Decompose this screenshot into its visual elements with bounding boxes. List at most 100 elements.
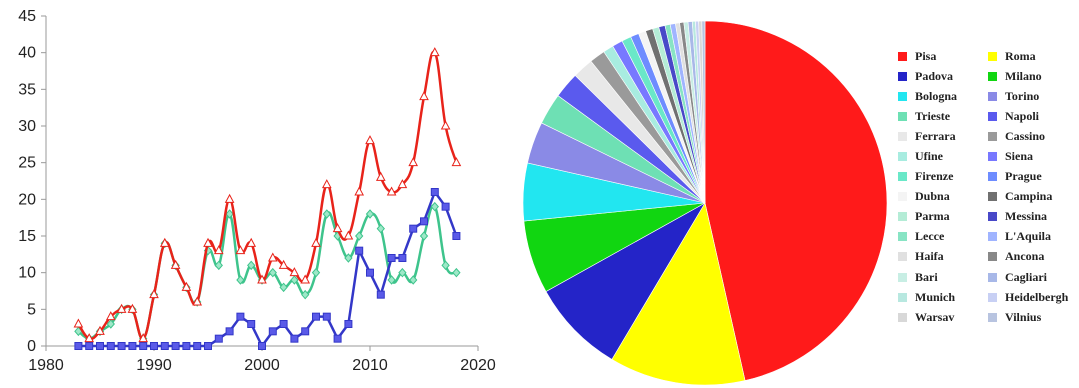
- data-point-square: [279, 320, 288, 328]
- legend-item: Cagliari: [988, 270, 1078, 285]
- legend-label: Prague: [1005, 169, 1042, 184]
- data-point-triangle: [451, 157, 462, 167]
- legend-item: Trieste: [898, 109, 988, 124]
- data-point-square: [128, 342, 137, 350]
- legend-label: Trieste: [915, 108, 951, 123]
- y-tick-label: 35: [18, 81, 36, 98]
- data-point-triangle: [203, 237, 213, 247]
- y-tick-label: 20: [18, 191, 36, 208]
- legend-label: Bari: [915, 269, 938, 284]
- legend-row: Bologna Torino: [898, 86, 1078, 106]
- pie-slice: [545, 202, 706, 360]
- legend-row: Ufine Siena: [898, 146, 1078, 166]
- data-point-diamond: [430, 201, 439, 212]
- data-point-square: [398, 254, 407, 262]
- data-point-triangle: [354, 186, 365, 196]
- data-point-diamond: [268, 267, 277, 278]
- pie-chart: [522, 20, 888, 386]
- data-point-triangle: [138, 333, 149, 343]
- pie-slice: [704, 20, 888, 381]
- y-tick-label: 30: [18, 118, 36, 135]
- legend-item: Heidelbergh: [988, 290, 1078, 305]
- data-point-triangle: [73, 318, 84, 328]
- x-tick-label: 1990: [136, 357, 172, 374]
- pie-slice: [701, 20, 706, 204]
- legend-row: Parma Messina: [898, 207, 1078, 227]
- legend-item: Vilnius: [988, 310, 1078, 325]
- legend-swatch: [898, 292, 907, 302]
- legend-swatch: [988, 312, 997, 322]
- data-point-diamond: [311, 267, 321, 278]
- legend-item: Bologna: [898, 89, 988, 104]
- data-point-triangle: [181, 281, 192, 291]
- data-point-diamond: [290, 275, 299, 285]
- data-point-diamond: [441, 260, 450, 271]
- legend-item: Cassino: [988, 129, 1078, 144]
- data-point-square: [430, 188, 439, 196]
- legend-label: Campina: [1005, 189, 1053, 204]
- data-point-triangle: [408, 157, 419, 167]
- data-point-square: [193, 342, 202, 350]
- legend-label: Messina: [1005, 209, 1047, 224]
- data-point-square: [150, 342, 158, 350]
- data-point-triangle: [127, 303, 138, 313]
- data-point-triangle: [419, 91, 429, 101]
- legend-item: Roma: [988, 49, 1078, 64]
- legend-label: Padova: [915, 68, 954, 83]
- data-point-triangle: [321, 179, 332, 189]
- y-tick-label: 25: [18, 155, 36, 172]
- line-chart: 0 5 10 15 20 25 30 35 40 45 1980 1990 2000 2010 2020: [18, 8, 496, 374]
- data-point-square: [441, 202, 450, 211]
- legend-label: Cagliari: [1005, 269, 1047, 284]
- legend-swatch: [988, 152, 997, 162]
- legend-label: Bologna: [915, 88, 958, 103]
- legend-label: Ferrara: [915, 128, 956, 143]
- pie-legend: Pisa Roma Padova Milano Bologna Torino Trieste…: [898, 46, 1078, 327]
- legend-swatch: [988, 252, 997, 262]
- data-point-triangle: [375, 171, 386, 181]
- data-point-square: [117, 342, 126, 350]
- data-point-square: [344, 320, 353, 328]
- y-tick-label: 10: [18, 265, 36, 282]
- data-point-triangle: [105, 311, 116, 321]
- legend-swatch: [898, 232, 907, 242]
- legend-item: Pisa: [898, 49, 988, 64]
- legend-row: Bari Cagliari: [898, 267, 1078, 287]
- legend-swatch: [988, 292, 997, 302]
- legend-item: L'Aquila: [988, 229, 1078, 244]
- legend-swatch: [988, 212, 997, 222]
- legend-label: Ancona: [1005, 249, 1045, 264]
- legend-label: Napoli: [1005, 108, 1040, 123]
- data-point-triangle: [192, 296, 203, 306]
- data-point-diamond: [409, 275, 418, 285]
- data-point-square: [258, 342, 266, 350]
- legend-item: Firenze: [898, 169, 988, 184]
- legend-swatch: [988, 111, 997, 121]
- data-point-triangle: [440, 120, 451, 130]
- data-point-square: [355, 246, 364, 255]
- data-point-square: [106, 342, 115, 350]
- data-point-triangle: [116, 303, 127, 313]
- data-point-square: [74, 342, 83, 350]
- data-point-square: [236, 312, 245, 321]
- legend-swatch: [898, 111, 907, 121]
- data-point-square: [160, 342, 169, 350]
- data-point-diamond: [106, 319, 115, 329]
- legend-swatch: [898, 212, 907, 222]
- x-tick-label: 1980: [28, 357, 64, 374]
- data-point-triangle: [224, 193, 235, 203]
- data-point-triangle: [311, 237, 321, 247]
- data-point-diamond: [387, 275, 396, 285]
- data-point-triangle: [300, 274, 311, 284]
- legend-row: Dubna Campina: [898, 187, 1078, 207]
- legend-label: Firenze: [915, 169, 954, 184]
- legend-swatch: [988, 131, 997, 141]
- legend-item: Siena: [988, 149, 1078, 164]
- y-tick-label: 40: [18, 45, 36, 62]
- legend-item: Prague: [988, 169, 1078, 184]
- series-line-triangle: [77, 50, 458, 341]
- legend-label: Munich: [915, 289, 956, 304]
- data-point-square: [409, 224, 418, 233]
- data-point-triangle: [365, 135, 375, 145]
- data-point-triangle: [213, 245, 224, 255]
